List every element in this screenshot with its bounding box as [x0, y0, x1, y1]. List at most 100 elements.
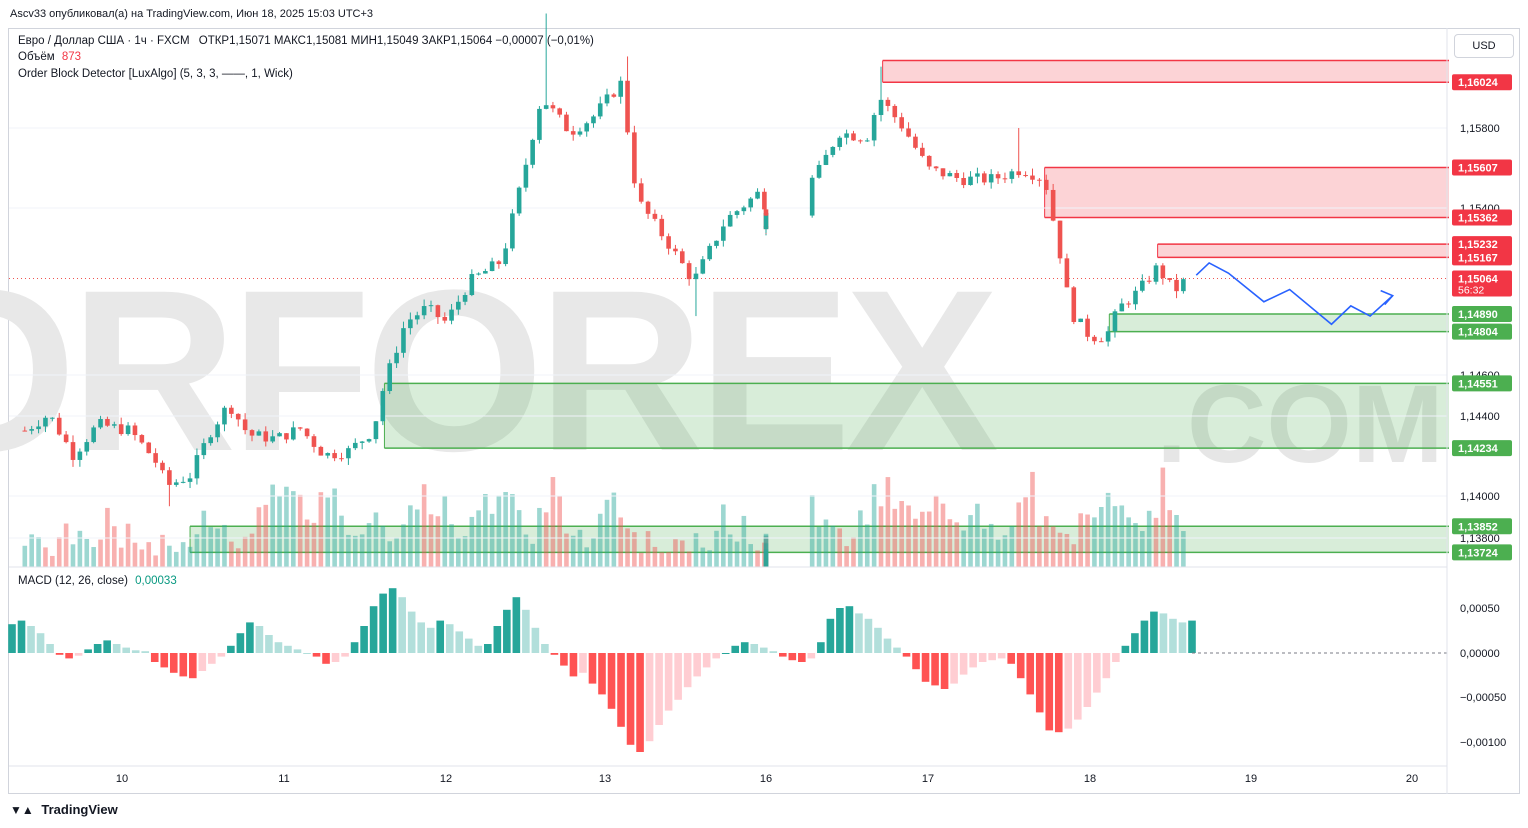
- volume-bar: [132, 542, 138, 567]
- volume-bar: [229, 541, 234, 567]
- bear-candle: [1167, 278, 1172, 280]
- volume-bar: [304, 519, 310, 567]
- macd-bar: [674, 653, 682, 700]
- bull-candle: [516, 187, 522, 214]
- publish-header: Ascv33 опубликовал(а) на TradingView.com…: [0, 0, 1528, 28]
- bear-candle: [318, 446, 324, 456]
- macd-tick-label: −0,00050: [1460, 692, 1506, 704]
- volume-bar: [1071, 544, 1077, 567]
- volume-bar: [359, 534, 365, 567]
- volume-bar: [105, 507, 110, 567]
- macd-bar: [893, 647, 901, 653]
- macd-bar: [997, 653, 1006, 659]
- price-label-text: 1,16024: [1458, 77, 1499, 89]
- bear-candle: [570, 131, 576, 135]
- tradingview-footer: ▼▲ TradingView: [10, 802, 118, 817]
- macd-bar: [978, 653, 987, 662]
- volume-bar: [591, 537, 596, 567]
- bull-candle: [173, 482, 179, 485]
- volume-bar: [1009, 526, 1015, 567]
- volume-bar: [394, 537, 399, 567]
- volume-bar: [435, 516, 441, 567]
- volume-bar: [693, 533, 699, 567]
- bull-candle: [366, 439, 372, 442]
- macd-bar: [445, 624, 454, 653]
- macd-bar: [417, 622, 425, 653]
- volume-bar: [878, 506, 884, 567]
- volume-bar: [652, 546, 658, 567]
- volume-bar: [940, 503, 946, 567]
- indicator-legend: Order Block Detector [LuxAlgo] (5, 3, 3,…: [18, 68, 293, 80]
- macd-bar: [598, 653, 606, 695]
- macd-bar: [274, 642, 283, 653]
- macd-bar: [779, 653, 787, 657]
- bull-price-label: [1452, 544, 1512, 561]
- volume-bar: [851, 537, 856, 567]
- volume-bar: [988, 523, 994, 567]
- bear-candle: [139, 435, 145, 443]
- volume-bar: [256, 507, 262, 567]
- bear-candle: [1037, 179, 1042, 181]
- volume-bar: [84, 538, 90, 567]
- volume-bar: [899, 501, 904, 567]
- macd-bar: [931, 653, 939, 686]
- volume-bar: [291, 491, 296, 567]
- bull-candle: [428, 305, 434, 307]
- bear-candle: [611, 94, 617, 97]
- bull-candle: [194, 455, 200, 479]
- bear-candle: [981, 173, 987, 183]
- bull-candle: [380, 391, 386, 422]
- macd-bar: [940, 653, 949, 689]
- bear-candle: [1043, 179, 1049, 190]
- bear-price-label: [1452, 209, 1512, 226]
- bull-candle: [483, 271, 488, 274]
- volume-bar: [173, 551, 179, 567]
- macd-bar: [645, 653, 654, 742]
- bear-candle: [652, 213, 658, 219]
- bull-candle: [523, 164, 529, 188]
- volume-bar: [1174, 515, 1179, 567]
- macd-bar: [1150, 611, 1158, 653]
- volume-legend: Объём 873: [18, 51, 81, 63]
- volume-bar: [714, 530, 719, 567]
- volume-bar: [577, 529, 583, 567]
- volume-bar: [112, 526, 117, 567]
- time-tick-label: 13: [599, 773, 611, 785]
- price-label-text: 1,14890: [1458, 309, 1498, 321]
- volume-bar: [401, 524, 406, 567]
- bull-candle: [125, 425, 131, 435]
- watermark: TORFOREX .COM: [0, 242, 1444, 499]
- volume-bar: [449, 524, 454, 567]
- macd-bar: [1054, 653, 1063, 733]
- bull-candle: [975, 173, 980, 177]
- macd-bar: [902, 653, 911, 657]
- bull-candle: [414, 315, 420, 320]
- macd-bar: [474, 645, 483, 653]
- volume-bar: [187, 546, 193, 567]
- bear-candle: [686, 263, 692, 280]
- grid-lines: [9, 127, 1447, 539]
- bull-candle: [77, 451, 83, 460]
- volume-bar: [604, 499, 610, 567]
- macd-bar: [836, 608, 844, 653]
- currency-button[interactable]: USD: [1454, 34, 1514, 58]
- bull-candle: [277, 433, 282, 437]
- volume-bar: [456, 537, 461, 567]
- bull-candle: [29, 429, 34, 431]
- bull-candle: [222, 407, 227, 425]
- macd-bar: [436, 620, 445, 653]
- bear-candle: [160, 462, 165, 471]
- bull-candle: [537, 108, 542, 140]
- price-label-text: 1,13852: [1458, 521, 1498, 533]
- bull-candle: [741, 207, 747, 212]
- bear-candle: [1098, 341, 1104, 343]
- bear-candle: [229, 407, 234, 414]
- tradingview-logo-icon: ▼▲: [10, 803, 34, 817]
- macd-bar: [550, 653, 559, 655]
- bull-candle: [597, 103, 603, 117]
- bear-candle: [1174, 279, 1179, 292]
- bull-candle: [714, 240, 719, 246]
- macd-bar: [855, 613, 863, 653]
- bear-candle: [885, 99, 891, 106]
